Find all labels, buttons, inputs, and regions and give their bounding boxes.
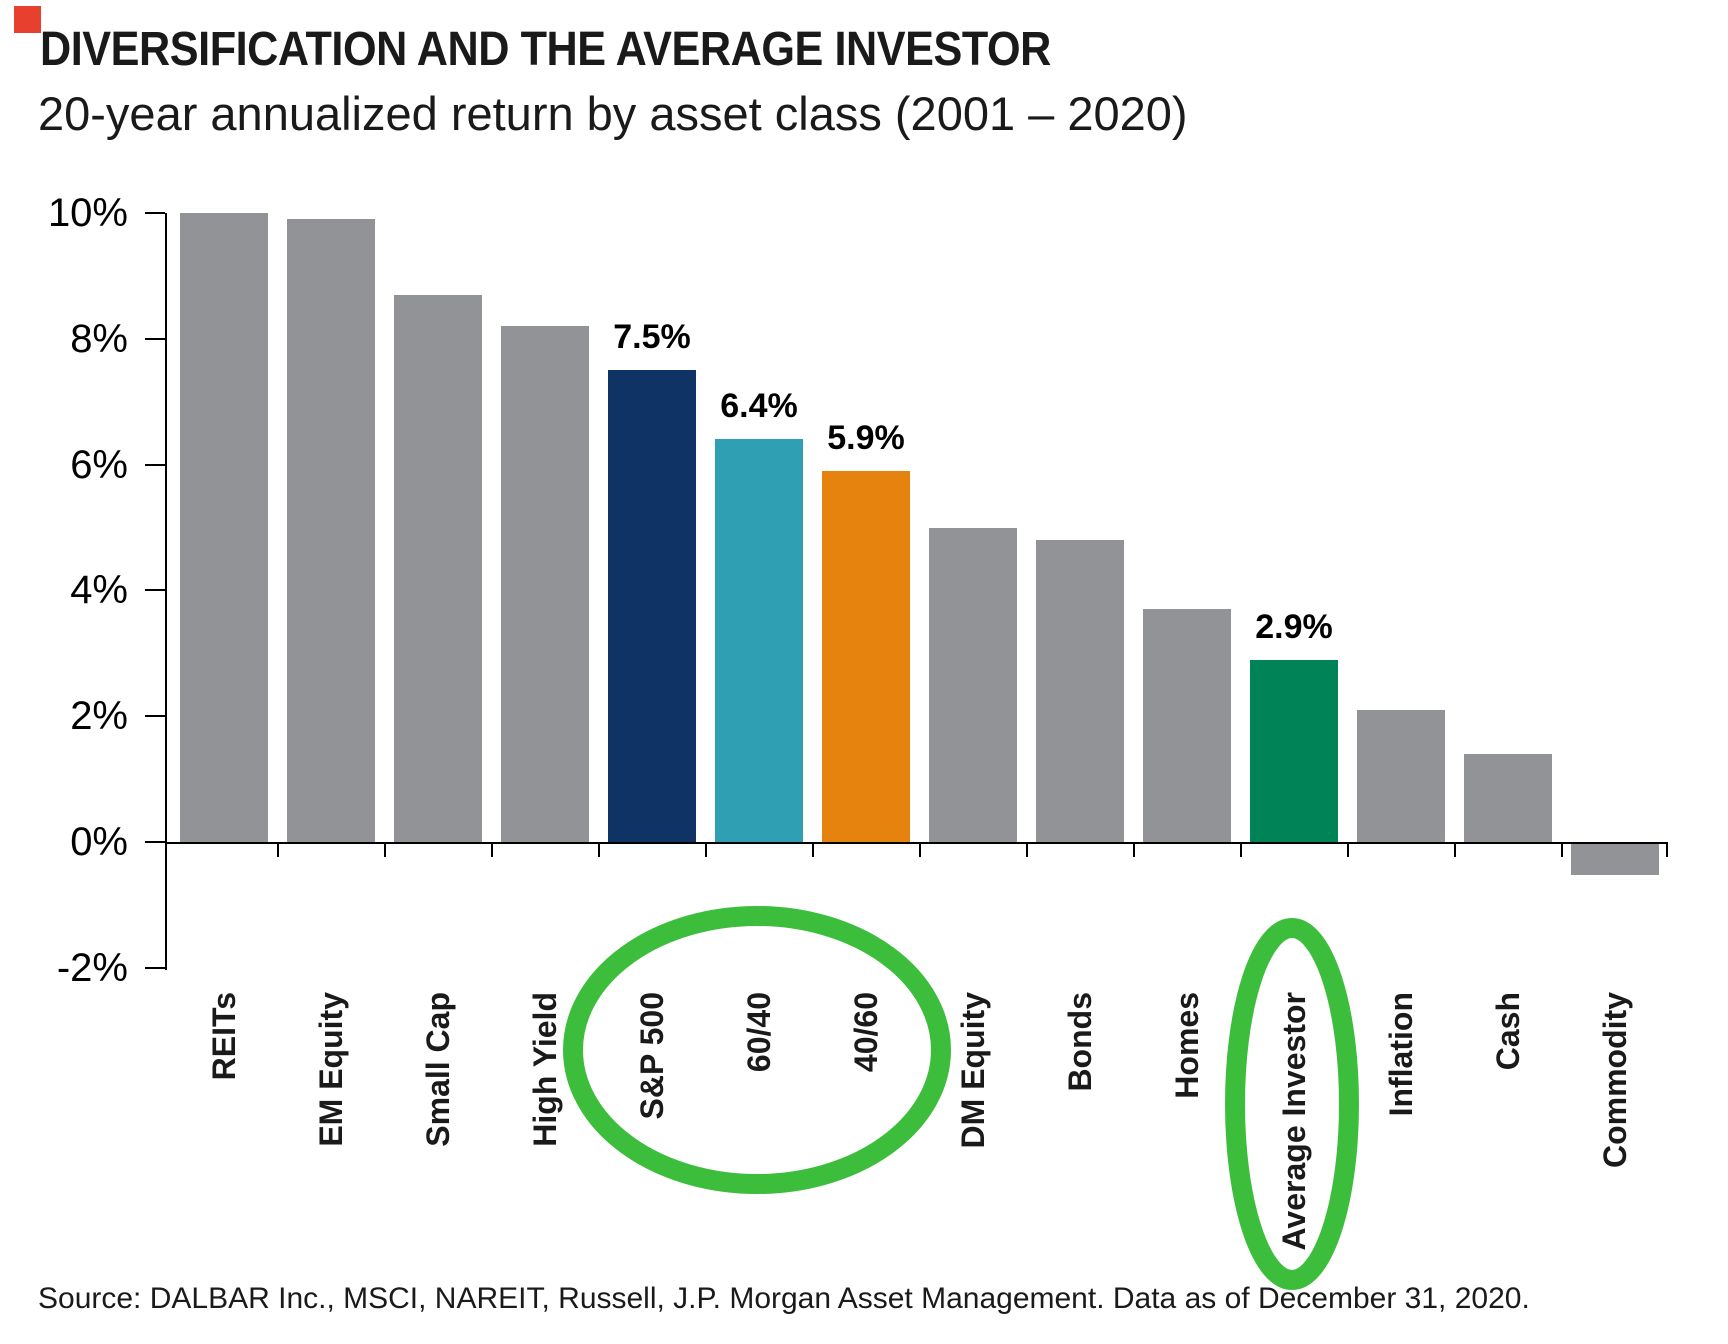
category-label-homes: Homes [1169, 992, 1205, 1099]
bar-40-60 [822, 470, 910, 842]
category-label-average-investor: Average Investor [1276, 992, 1312, 1251]
y-tick-label: 4% [70, 568, 128, 613]
x-axis-tick [1346, 844, 1349, 857]
y-axis-tick [145, 715, 165, 718]
x-axis-tick [383, 844, 386, 857]
x-axis-tick [1132, 844, 1135, 857]
category-label-cash: Cash [1490, 992, 1526, 1071]
category-label-reits: REITs [206, 992, 242, 1081]
y-axis-tick [145, 841, 165, 843]
y-axis-line [165, 213, 167, 970]
category-label-60-40: 60/40 [741, 992, 777, 1073]
category-label-bonds: Bonds [1062, 992, 1098, 1092]
bar-value-label: 2.9% [1255, 607, 1333, 646]
category-label-small-cap: Small Cap [420, 992, 456, 1147]
bar-60-40 [715, 439, 803, 842]
category-label-high-yield: High Yield [527, 992, 563, 1147]
bar-s-p-500 [608, 370, 696, 842]
x-axis-tick [1025, 844, 1028, 857]
y-tick-label: 0% [70, 820, 128, 864]
x-axis-tick [490, 844, 493, 857]
source-line: Source: DALBAR Inc., MSCI, NAREIT, Russe… [38, 1282, 1530, 1315]
x-axis-tick [1560, 844, 1563, 857]
category-label-s-p-500: S&P 500 [634, 992, 670, 1120]
category-label-commodity: Commodity [1597, 992, 1633, 1168]
bar-bonds [1036, 540, 1124, 842]
y-tick-label: 6% [70, 442, 128, 487]
y-tick-label: -2% [56, 945, 128, 990]
bar-commodity [1571, 844, 1659, 876]
category-label-em-equity: EM Equity [313, 992, 349, 1147]
y-axis-tick [145, 966, 165, 969]
y-axis-tick [145, 337, 165, 340]
chart-title: DIVERSIFICATION AND THE AVERAGE INVESTOR [40, 23, 1051, 76]
bar-average-investor [1250, 659, 1338, 842]
category-label-inflation: Inflation [1383, 992, 1419, 1117]
x-axis-tick [1453, 844, 1456, 857]
x-axis-tick [1239, 844, 1242, 857]
x-axis-tick [918, 844, 921, 857]
x-axis-tick [276, 844, 279, 857]
category-label-dm-equity: DM Equity [955, 992, 991, 1149]
bar-high-yield [501, 326, 589, 842]
bar-em-equity [287, 219, 375, 842]
chart-subtitle: 20-year annualized return by asset class… [38, 87, 1188, 140]
y-tick-label: 8% [70, 316, 128, 361]
x-axis-end-tick [1666, 844, 1668, 857]
bar-small-cap [394, 294, 482, 842]
bar-homes [1143, 609, 1231, 842]
bar-cash [1464, 753, 1552, 842]
bar-dm-equity [929, 527, 1017, 842]
x-axis-tick [811, 844, 814, 857]
bar-value-label: 6.4% [720, 387, 798, 426]
x-axis-baseline [165, 842, 1668, 844]
y-tick-label: 10% [47, 191, 128, 235]
y-tick-label: 2% [70, 694, 128, 739]
bar-value-label: 5.9% [827, 418, 905, 457]
y-axis-tick [145, 212, 165, 214]
y-axis-tick [145, 463, 165, 466]
y-axis-tick [145, 589, 165, 592]
category-label-40-60: 40/60 [848, 992, 884, 1073]
bar-inflation [1357, 709, 1445, 842]
brand-mark-square [14, 6, 41, 33]
bar-reits [180, 213, 268, 842]
x-axis-tick [704, 844, 707, 857]
x-axis-tick [597, 844, 600, 857]
bar-value-label: 7.5% [613, 318, 691, 357]
